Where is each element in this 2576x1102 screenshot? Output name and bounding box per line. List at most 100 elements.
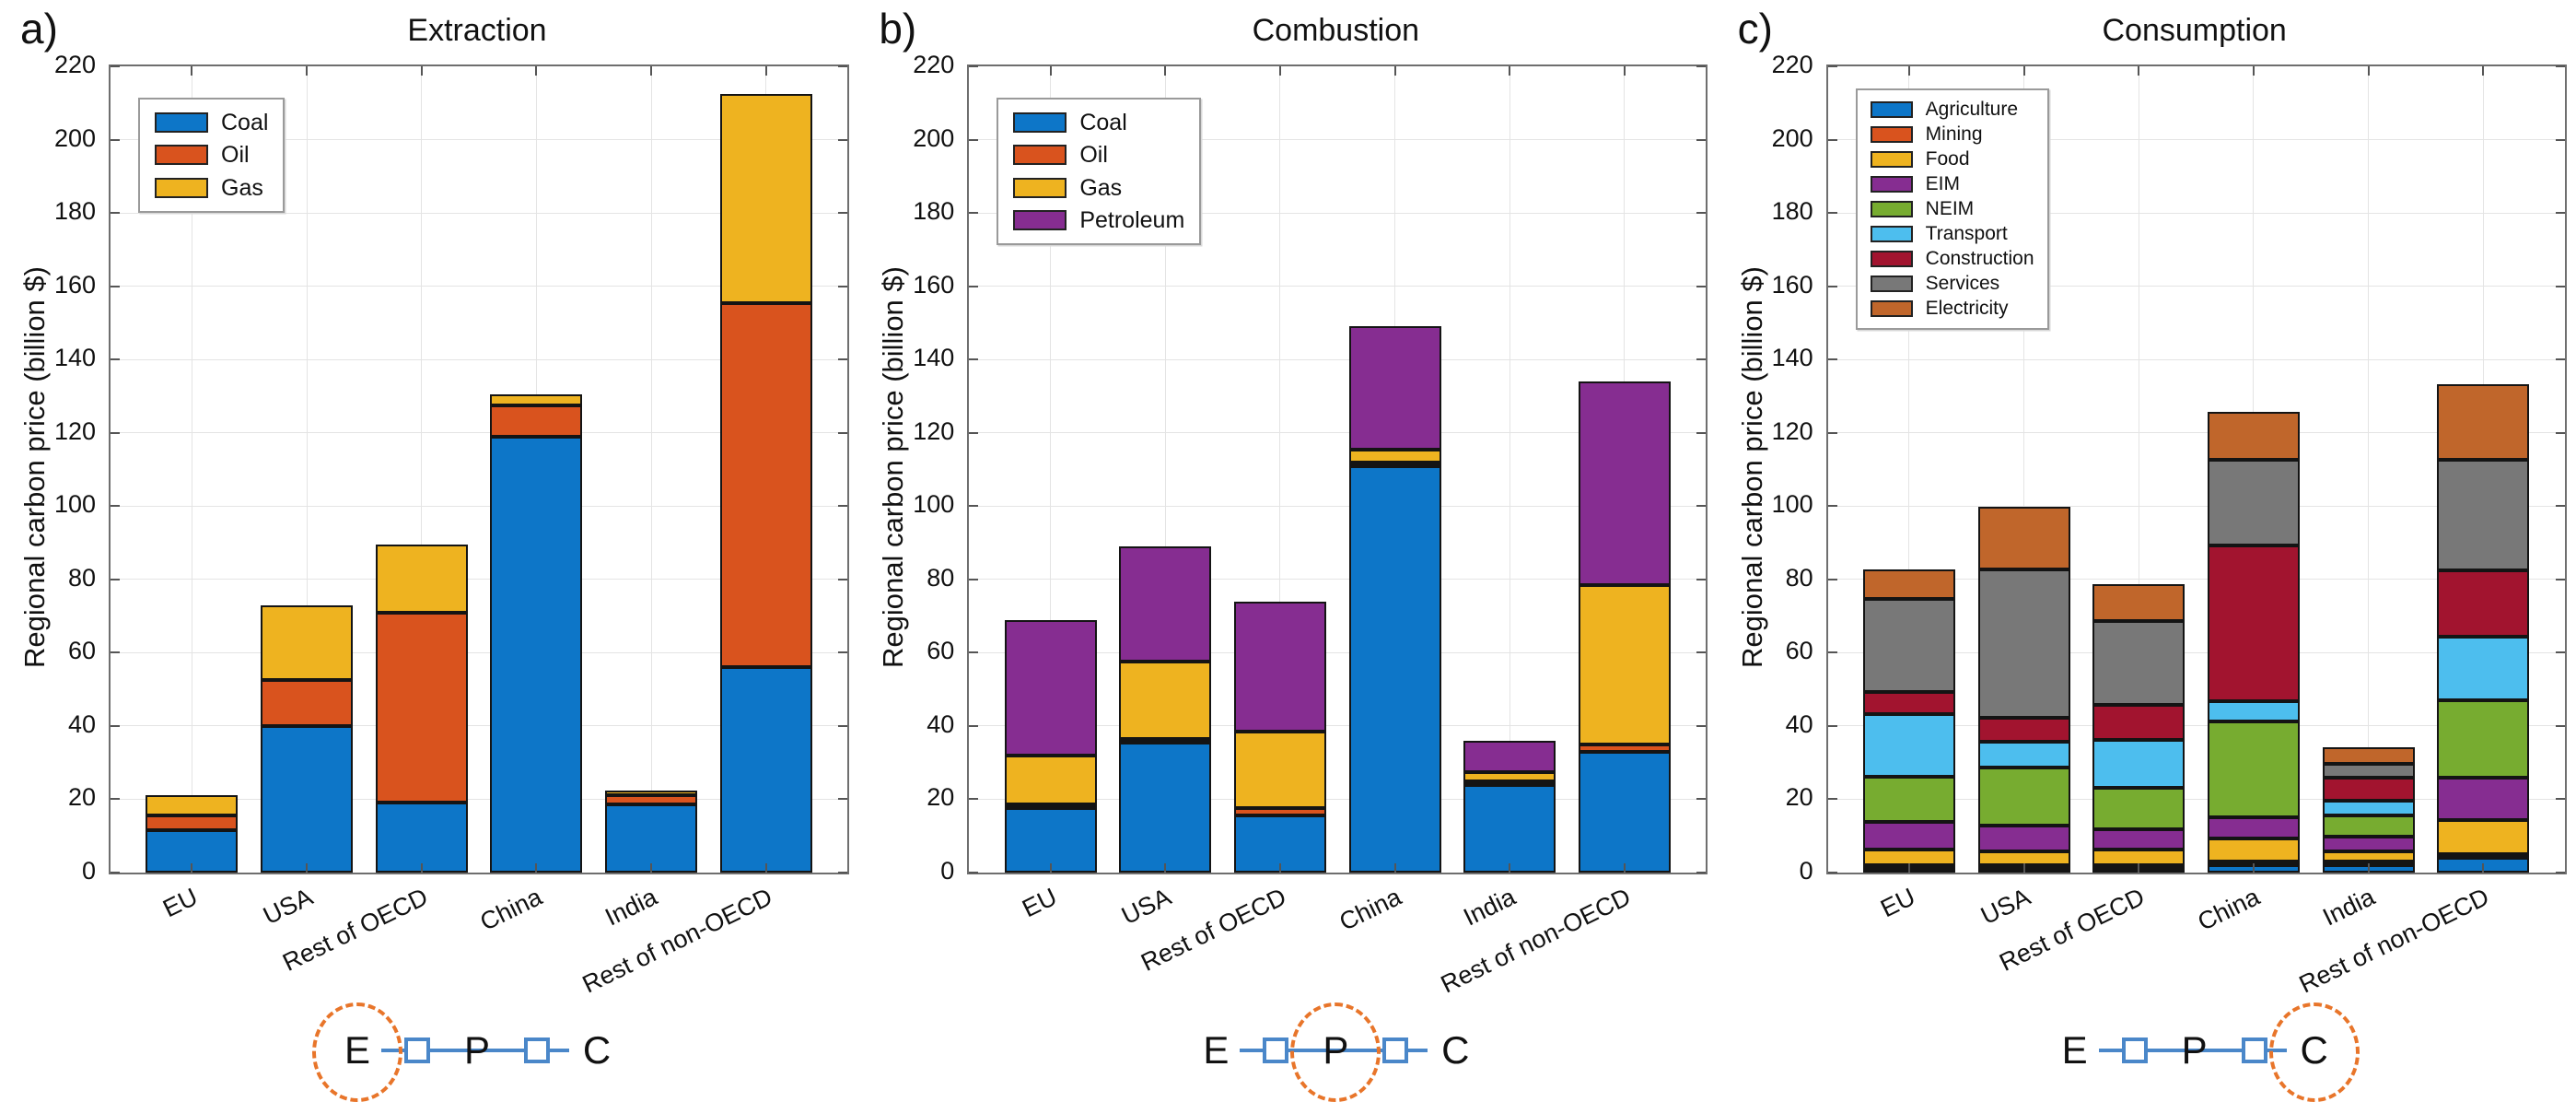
- bar-segment-coal: [375, 803, 468, 873]
- bar-segment-oil: [1579, 744, 1671, 752]
- bar-segment-services: [2092, 620, 2186, 706]
- bar-segment-coal: [605, 804, 697, 873]
- legend-item: Transport: [1870, 223, 2034, 245]
- diagram-highlight-circle: [2268, 1002, 2360, 1102]
- legend-label: Transport: [1925, 223, 2008, 245]
- x-tick-mark: [306, 863, 308, 873]
- gridline-h: [111, 579, 847, 580]
- bar-segment-electricity: [1863, 569, 1955, 599]
- bar-india: [1463, 740, 1556, 873]
- legend-label: Petroleum: [1079, 206, 1185, 233]
- y-tick-mark: [2555, 358, 2565, 361]
- gridline-v: [2368, 66, 2370, 873]
- x-tick-mark: [2138, 863, 2140, 873]
- legend-label: EIM: [1925, 173, 1960, 195]
- y-tick-mark: [838, 578, 847, 580]
- y-tick-mark: [111, 65, 120, 67]
- y-tick-mark: [111, 285, 120, 287]
- diagram-node-e: E: [2061, 1028, 2088, 1072]
- gridline-h: [1827, 432, 2565, 434]
- y-tick-mark: [2555, 138, 2565, 141]
- x-tick-mark: [764, 66, 767, 76]
- legend-swatch-electricity: [1870, 300, 1913, 318]
- bar-segment-gas: [1004, 755, 1097, 805]
- legend-item: Agriculture: [1870, 99, 2034, 120]
- bar-segment-oil: [146, 815, 239, 831]
- y-tick-label: 60: [927, 637, 955, 665]
- y-tick-mark: [2555, 872, 2565, 873]
- legend-item: Food: [1870, 149, 2034, 170]
- gridline-h: [969, 505, 1707, 507]
- legend-item: Coal: [155, 111, 268, 135]
- y-tick-mark: [838, 651, 847, 654]
- x-tick-mark: [2022, 66, 2025, 76]
- y-tick-label: 100: [1771, 490, 1813, 519]
- bar-china: [2208, 412, 2300, 873]
- x-tick-mark: [764, 863, 767, 873]
- y-tick-mark: [838, 505, 847, 508]
- legend-swatch-food: [1870, 151, 1913, 169]
- plot-area: Coal Oil Gas Petroleum: [967, 64, 1708, 874]
- y-tick-mark: [969, 212, 979, 215]
- y-tick-label: 40: [927, 709, 955, 738]
- legend-label: Mining: [1925, 123, 1983, 146]
- y-tick-mark: [969, 65, 979, 67]
- diagram-node-p: P: [2181, 1028, 2208, 1072]
- y-tick-mark: [838, 65, 847, 67]
- y-tick-label: 20: [927, 783, 955, 812]
- bar-segment-transport: [2322, 801, 2415, 815]
- y-tick-label: 100: [913, 490, 955, 519]
- diagram-highlight-circle: [1290, 1002, 1381, 1102]
- bar-segment-mining: [2437, 854, 2530, 859]
- y-tick-mark: [969, 138, 979, 141]
- y-tick-label: 200: [913, 123, 955, 152]
- x-tick-mark: [191, 863, 193, 873]
- chart-title: Combustion: [1252, 13, 1420, 48]
- legend-swatch-gas: [1013, 177, 1067, 198]
- x-tick-mark: [1623, 863, 1626, 873]
- bar-segment-neim: [2437, 700, 2530, 778]
- y-tick-label: 200: [1771, 123, 1813, 152]
- bar-segment-coal: [1119, 742, 1212, 873]
- y-tick-mark: [111, 358, 120, 361]
- legend-label: Construction: [1925, 248, 2034, 270]
- bar-segment-gas: [261, 604, 353, 681]
- y-tick-mark: [1696, 798, 1707, 801]
- bar-usa: [1977, 507, 2070, 873]
- y-tick-mark: [2555, 798, 2565, 801]
- bar-segment-electricity: [2322, 747, 2415, 765]
- x-tick-mark: [1049, 66, 1052, 76]
- y-axis-label: Regional carbon price (billion $): [1735, 266, 1768, 668]
- legend-label: Services: [1925, 273, 2000, 295]
- bar-segment-electricity: [2208, 412, 2300, 460]
- x-tick-mark: [1164, 66, 1167, 76]
- bar-segment-gas: [1234, 731, 1326, 809]
- x-tick-mark: [1907, 66, 1910, 76]
- bar-usa: [1119, 546, 1212, 873]
- bar-rest-of-oecd: [375, 545, 468, 873]
- y-tick-mark: [2555, 212, 2565, 215]
- y-tick-mark: [111, 578, 120, 580]
- bar-segment-gas: [1463, 771, 1556, 781]
- gridline-h: [111, 286, 847, 287]
- y-tick-mark: [838, 358, 847, 361]
- gridline-h: [969, 432, 1707, 434]
- gridline-h: [969, 651, 1707, 653]
- legend-item: Petroleum: [1013, 206, 1185, 233]
- y-tick-label: 160: [1771, 270, 1813, 299]
- gridline-h: [1827, 286, 2565, 287]
- x-tick-mark: [191, 66, 193, 76]
- x-tick-mark: [420, 863, 423, 873]
- bar-segment-construction: [1977, 718, 2070, 743]
- y-tick-label: 80: [927, 563, 955, 592]
- y-tick-mark: [1827, 65, 1837, 67]
- legend-item: Mining: [1870, 123, 2034, 146]
- legend-swatch-oil: [155, 145, 208, 166]
- x-tick-mark: [420, 66, 423, 76]
- legend-swatch-transport: [1870, 226, 1913, 243]
- bar-segment-oil: [1119, 738, 1212, 743]
- legend-item: Services: [1870, 273, 2034, 295]
- x-tick-mark: [2252, 863, 2255, 873]
